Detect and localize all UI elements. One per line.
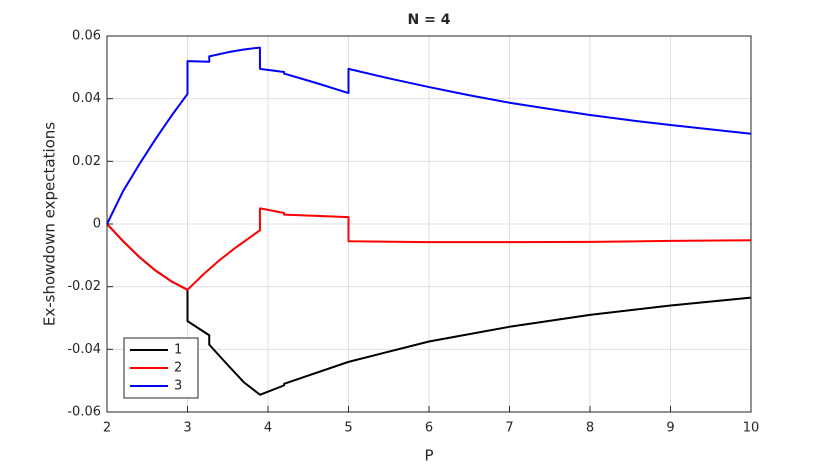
x-tick-label: 5 bbox=[344, 421, 352, 436]
x-tick-label: 9 bbox=[666, 421, 674, 436]
x-tick-label: 2 bbox=[103, 421, 111, 436]
legend-label: 2 bbox=[174, 361, 182, 376]
x-tick-label: 7 bbox=[505, 421, 513, 436]
y-tick-label: -0.04 bbox=[67, 342, 101, 357]
line-series bbox=[106, 46, 752, 225]
legend-label: 3 bbox=[174, 379, 182, 394]
y-tick-label: 0.04 bbox=[72, 91, 101, 106]
y-tick-label: -0.02 bbox=[67, 279, 101, 294]
plot-frame bbox=[106, 35, 752, 413]
x-tick-label: 10 bbox=[743, 421, 760, 436]
y-tick-label: 0 bbox=[93, 217, 101, 232]
x-tick-label: 6 bbox=[425, 421, 433, 436]
line-series bbox=[106, 207, 752, 291]
legend-label: 1 bbox=[174, 343, 182, 358]
y-tick-label: 0.06 bbox=[72, 29, 101, 44]
legend: 1 2 3 bbox=[123, 337, 199, 399]
x-tick-label: 8 bbox=[586, 421, 594, 436]
x-tick-label: 3 bbox=[183, 421, 191, 436]
y-tick-label: -0.06 bbox=[67, 405, 101, 420]
chart-title: N = 4 bbox=[408, 12, 451, 28]
y-tick-label: 0.02 bbox=[72, 154, 101, 169]
y-axis-label: Ex-showdown expectations bbox=[41, 122, 59, 326]
x-axis-label: P bbox=[424, 447, 433, 465]
x-tick-label: 4 bbox=[264, 421, 272, 436]
